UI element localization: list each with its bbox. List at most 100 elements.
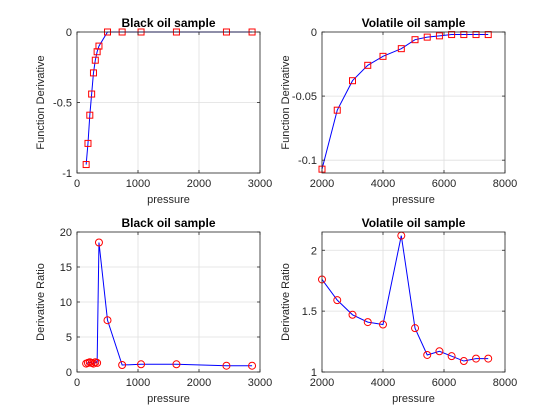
data-point <box>435 32 443 40</box>
data-point <box>484 31 492 39</box>
x-tick-label: 0 <box>74 178 80 190</box>
subplot-volatile-oil-function-derivative: 2000 4000 6000 8000 -0.1 -0.05 0 Volatile oil … <box>280 16 517 206</box>
y-tick-label: 10 <box>60 297 72 309</box>
y-tick-label: 20 <box>60 227 72 239</box>
data-point <box>95 42 103 50</box>
x-tick-label: 8000 <box>493 178 517 190</box>
data-point <box>484 354 493 363</box>
data-point <box>460 31 468 39</box>
subplot-black-oil-derivative-ratio: 0 1000 2000 3000 0 5 10 15 20 Black oil sample p… <box>35 216 272 405</box>
y-tick-label: 0 <box>66 367 72 379</box>
data-point <box>472 31 480 39</box>
chart-title: Volatile oil sample <box>362 216 466 230</box>
y-tick-label: -0.05 <box>292 91 317 103</box>
data-point <box>222 361 231 370</box>
axes-layer: 2000 4000 6000 8000 -0.1 -0.05 0 <box>292 27 517 190</box>
grid <box>76 31 261 174</box>
subplot-black-oil-function-derivative: 0 1000 2000 3000 -1 -0.5 0 Black oil sample pr… <box>35 16 272 206</box>
y-tick-label: 2 <box>311 245 317 257</box>
data-point <box>379 52 387 60</box>
x-tick-label: 6000 <box>432 377 456 389</box>
x-tick-label: 1000 <box>126 377 150 389</box>
y-tick-label: -0.5 <box>53 98 72 110</box>
x-axis-label: pressure <box>147 393 190 405</box>
data-point <box>423 350 432 359</box>
data-point <box>88 90 96 98</box>
y-axis-label: Function Derivative <box>280 55 292 149</box>
series-line <box>321 34 489 170</box>
data-point <box>472 354 481 363</box>
x-tick-label: 2000 <box>310 377 334 389</box>
x-tick-label: 3000 <box>248 377 272 389</box>
data-point <box>363 318 372 327</box>
axes-layer: 2000 4000 6000 8000 1 1.5 2 <box>302 231 517 389</box>
data-point <box>137 360 146 369</box>
data-point <box>411 36 419 44</box>
y-tick-label: 1.5 <box>302 306 317 318</box>
data-point <box>447 352 456 361</box>
y-tick-label: 5 <box>66 332 72 344</box>
series-line <box>321 235 489 362</box>
data-point <box>89 359 98 368</box>
x-tick-label: 3000 <box>248 178 272 190</box>
x-tick-label: 0 <box>74 377 80 389</box>
x-tick-label: 4000 <box>371 178 395 190</box>
data-point <box>91 56 99 64</box>
data-point <box>333 106 341 114</box>
data-point <box>448 31 456 39</box>
data-point <box>82 161 90 169</box>
data-point <box>86 111 94 119</box>
data-point <box>397 45 405 53</box>
x-tick-label: 8000 <box>493 377 517 389</box>
data-point <box>459 357 468 366</box>
grid <box>321 232 506 373</box>
data-point <box>94 238 103 247</box>
data-point <box>84 139 92 147</box>
y-tick-label: 1 <box>311 367 317 379</box>
y-axis-label: Derivative Ratio <box>35 263 47 341</box>
grid <box>76 231 261 373</box>
data-point <box>435 347 444 356</box>
plot-area <box>322 32 505 173</box>
axes-box <box>321 31 506 174</box>
axes-box <box>321 231 506 373</box>
subplot-volatile-oil-derivative-ratio: 2000 4000 6000 8000 1 1.5 2 Volatile oil sampl… <box>280 216 517 405</box>
x-axis-label: pressure <box>147 194 190 206</box>
data-point <box>248 361 257 370</box>
data-point <box>411 324 420 333</box>
x-axis-label: pressure <box>392 393 435 405</box>
data-point <box>379 320 387 329</box>
data-point <box>118 361 127 369</box>
y-axis-label: Function Derivative <box>35 55 47 149</box>
data-point <box>172 360 181 369</box>
series-layer <box>82 238 257 370</box>
data-point <box>93 358 102 367</box>
y-tick-label: 15 <box>60 262 72 274</box>
chart-title: Black oil sample <box>121 16 215 30</box>
x-tick-label: 2000 <box>310 178 334 190</box>
data-point <box>103 316 112 325</box>
x-tick-label: 2000 <box>187 377 211 389</box>
x-tick-label: 2000 <box>187 178 211 190</box>
x-tick-label: 4000 <box>371 377 395 389</box>
chart-title: Volatile oil sample <box>362 16 466 30</box>
data-point <box>364 61 372 69</box>
x-tick-label: 1000 <box>126 178 150 190</box>
data-point <box>348 310 357 319</box>
grid <box>321 31 506 173</box>
y-tick-label: 0 <box>311 27 317 39</box>
y-tick-label: 0 <box>66 27 72 39</box>
y-tick-label: -1 <box>62 168 72 180</box>
chart-title: Black oil sample <box>121 216 215 230</box>
data-point <box>423 33 431 41</box>
x-axis-label: pressure <box>392 194 435 206</box>
axes-layer: 0 1000 2000 3000 0 5 10 15 20 <box>60 227 272 389</box>
axes-layer: 0 1000 2000 3000 -1 -0.5 0 <box>53 27 272 190</box>
y-axis-label: Derivative Ratio <box>280 263 292 341</box>
x-tick-label: 6000 <box>432 178 456 190</box>
data-point <box>333 296 342 305</box>
data-point <box>89 69 97 77</box>
plot-area <box>322 232 505 372</box>
data-point <box>349 77 356 85</box>
